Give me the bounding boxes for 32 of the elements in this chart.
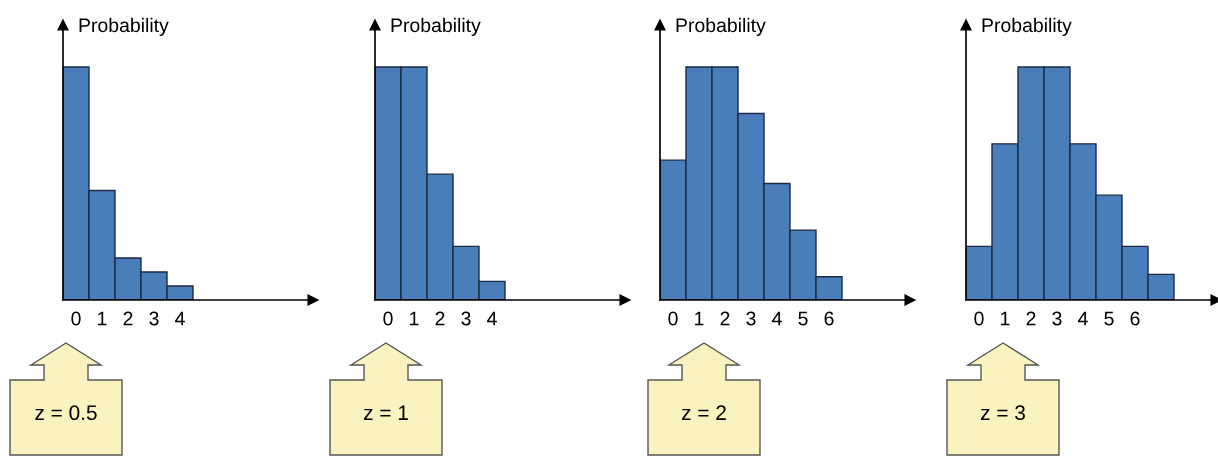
text: z = 2 — [681, 405, 726, 420]
x-tick-label: 4 — [1078, 311, 1088, 326]
y-axis-title: Probability — [676, 17, 766, 36]
x-tick-label: 2 — [720, 311, 730, 326]
x-tick-label: 3 — [1052, 311, 1062, 326]
y-axis-title: Probability — [982, 17, 1072, 36]
x-tick-label: 1 — [410, 311, 419, 326]
y-axis-title: Probability — [391, 17, 481, 36]
x-tick-label: 4 — [772, 311, 782, 326]
x-tick-label: 4 — [175, 311, 185, 326]
text: z = 3 — [980, 405, 1025, 421]
x-tick-label: 0 — [383, 311, 393, 326]
x-tick-label: 6 — [1130, 311, 1140, 326]
x-tick-label: 2 — [1026, 311, 1036, 326]
x-tick-label: 2 — [123, 311, 133, 326]
x-tick-label: 3 — [746, 311, 756, 326]
x-tick-label: 4 — [487, 311, 497, 326]
y-axis-title: Probability — [79, 17, 169, 36]
text: z = 1 — [363, 405, 408, 420]
x-tick-label: 3 — [461, 311, 471, 326]
x-tick-label: 5 — [1104, 311, 1114, 326]
x-tick-label: 0 — [974, 311, 984, 326]
x-tick-label: 3 — [149, 311, 159, 326]
x-tick-label: 1 — [98, 311, 107, 326]
x-tick-label: 2 — [435, 311, 445, 326]
text: z = 0.5 — [35, 405, 97, 421]
x-tick-label: 1 — [1001, 311, 1010, 326]
x-tick-label: 5 — [798, 311, 808, 326]
x-tick-label: 0 — [71, 311, 81, 326]
x-tick-label: 6 — [824, 311, 834, 326]
x-tick-label: 0 — [668, 311, 678, 326]
x-tick-label: 1 — [695, 311, 704, 326]
